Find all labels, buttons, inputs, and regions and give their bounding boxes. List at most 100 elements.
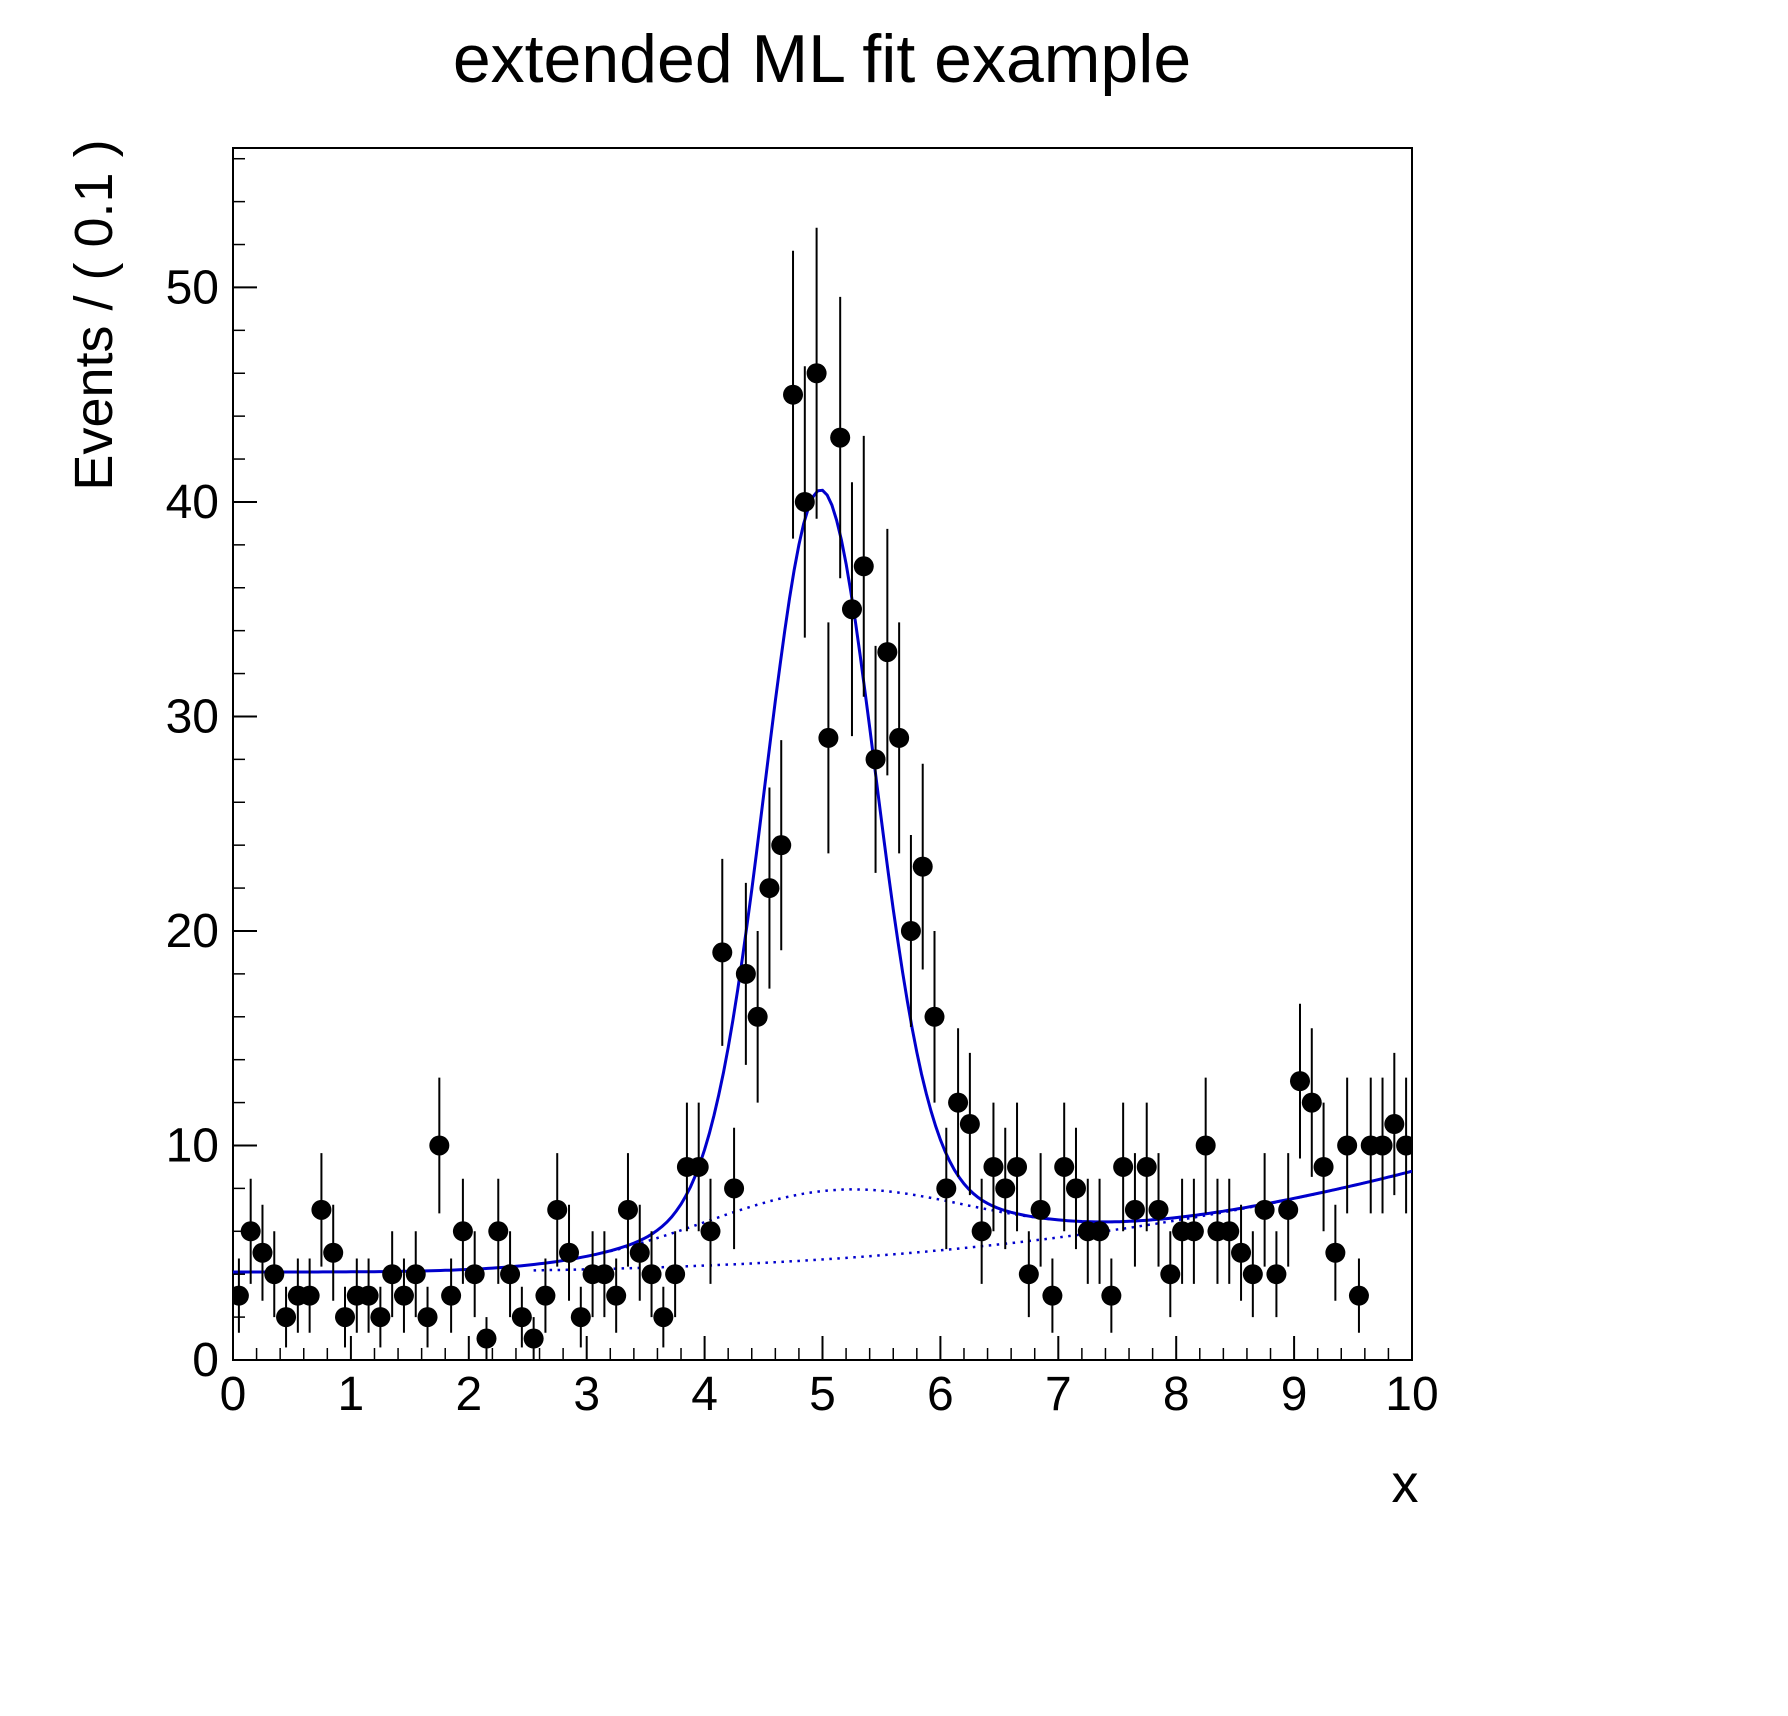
data-point	[865, 749, 886, 770]
chart-title: extended ML fit example	[453, 21, 1191, 97]
data-point	[1219, 1221, 1240, 1242]
y-tick-label: 0	[192, 1334, 219, 1387]
data-point	[476, 1328, 497, 1349]
data-point	[417, 1307, 438, 1328]
data-point	[1018, 1264, 1039, 1285]
x-tick-label: 1	[338, 1368, 365, 1421]
data-point	[323, 1242, 344, 1263]
data-point	[523, 1328, 544, 1349]
data-point	[335, 1307, 356, 1328]
data-point	[1384, 1114, 1405, 1135]
data-point	[276, 1307, 297, 1328]
data-point	[1113, 1156, 1134, 1177]
data-point	[382, 1264, 403, 1285]
background-only-curve	[533, 1169, 1412, 1272]
data-point	[1136, 1156, 1157, 1177]
data-point	[617, 1199, 638, 1220]
data-point	[712, 942, 733, 963]
data-point	[464, 1264, 485, 1285]
data-point	[1313, 1156, 1334, 1177]
data-point	[240, 1221, 261, 1242]
data-point	[1301, 1092, 1322, 1113]
y-tick-label: 20	[166, 905, 219, 958]
x-tick-label: 6	[927, 1368, 954, 1421]
data-point	[948, 1092, 969, 1113]
data-point	[830, 427, 851, 448]
data-point	[299, 1285, 320, 1306]
data-point	[724, 1178, 745, 1199]
total-fit-curve	[233, 488, 1412, 1274]
y-tick-label: 30	[166, 690, 219, 743]
data-point	[535, 1285, 556, 1306]
x-tick-label: 0	[220, 1368, 247, 1421]
data-point	[559, 1242, 580, 1263]
data-point	[794, 491, 815, 512]
data-point	[606, 1285, 627, 1306]
data-point	[1372, 1135, 1393, 1156]
x-tick-label: 7	[1045, 1368, 1072, 1421]
data-point	[1254, 1199, 1275, 1220]
x-axis-title: x	[1392, 1454, 1419, 1514]
data-point	[629, 1242, 650, 1263]
data-point	[1231, 1242, 1252, 1263]
data-point	[700, 1221, 721, 1242]
data-point	[959, 1114, 980, 1135]
data-point	[747, 1006, 768, 1027]
data-point	[1325, 1242, 1346, 1263]
data-point	[500, 1264, 521, 1285]
data-point	[1289, 1071, 1310, 1092]
x-tick-label: 2	[455, 1368, 482, 1421]
data-point	[570, 1307, 591, 1328]
data-point	[1007, 1156, 1028, 1177]
data-point	[429, 1135, 450, 1156]
data-point	[311, 1199, 332, 1220]
data-point	[1054, 1156, 1075, 1177]
data-point	[405, 1264, 426, 1285]
data-point	[1337, 1135, 1358, 1156]
data-point	[547, 1199, 568, 1220]
data-point	[900, 920, 921, 941]
y-axis-title: Events / ( 0.1 )	[64, 139, 124, 490]
data-point	[1124, 1199, 1145, 1220]
data-point	[452, 1221, 473, 1242]
data-point	[1242, 1264, 1263, 1285]
x-tick-label: 5	[809, 1368, 836, 1421]
x-tick-label: 4	[691, 1368, 718, 1421]
data-point	[912, 856, 933, 877]
data-point	[818, 727, 839, 748]
x-tick-label: 9	[1281, 1368, 1308, 1421]
data-point	[688, 1156, 709, 1177]
data-point	[653, 1307, 674, 1328]
data-point	[1195, 1135, 1216, 1156]
plot-frame	[232, 147, 1413, 1361]
x-tick-label: 8	[1163, 1368, 1190, 1421]
y-tick-label: 10	[166, 1119, 219, 1172]
y-tick-label: 50	[166, 261, 219, 314]
data-point	[1278, 1199, 1299, 1220]
data-point	[1065, 1178, 1086, 1199]
data-point	[641, 1264, 662, 1285]
data-point	[936, 1178, 957, 1199]
data-point	[889, 727, 910, 748]
data-point	[233, 1285, 249, 1306]
data-point	[665, 1264, 686, 1285]
data-point	[441, 1285, 462, 1306]
data-point	[1183, 1221, 1204, 1242]
data-point	[841, 599, 862, 620]
data-point	[983, 1156, 1004, 1177]
data-point	[924, 1006, 945, 1027]
data-point	[1396, 1135, 1412, 1156]
data-point	[1160, 1264, 1181, 1285]
y-tick-label: 40	[166, 476, 219, 529]
data-point	[1042, 1285, 1063, 1306]
data-point	[783, 384, 804, 405]
data-point	[759, 878, 780, 899]
x-tick-label: 10	[1385, 1368, 1438, 1421]
data-point	[511, 1307, 532, 1328]
data-point	[1101, 1285, 1122, 1306]
data-point	[1089, 1221, 1110, 1242]
data-point	[1266, 1264, 1287, 1285]
data-point	[806, 363, 827, 384]
